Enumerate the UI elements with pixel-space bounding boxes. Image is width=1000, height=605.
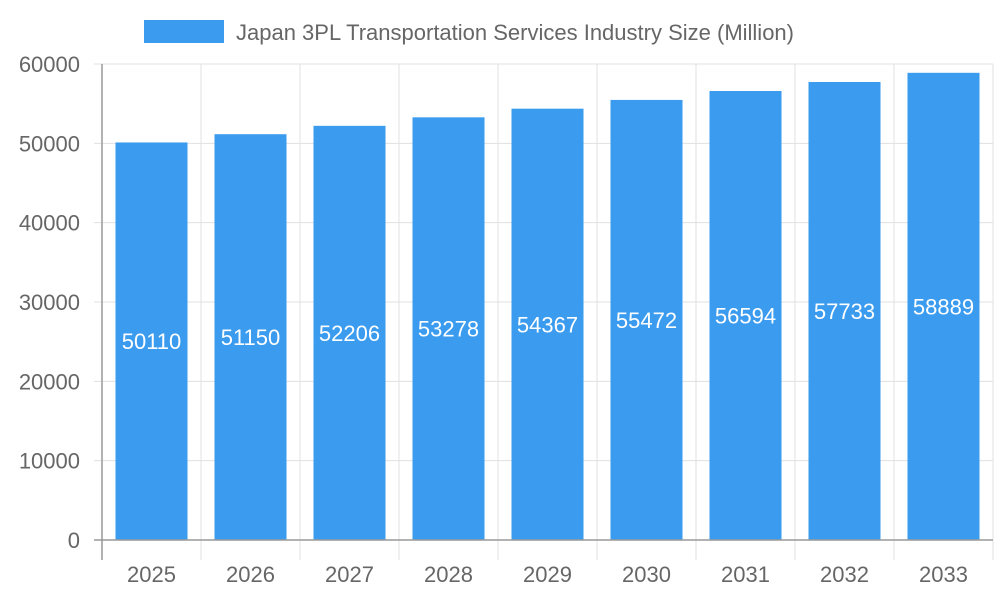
x-tick-label: 2025 — [127, 562, 176, 587]
data-label: 50110 — [122, 329, 182, 354]
data-label: 58889 — [913, 294, 974, 319]
bar — [115, 142, 188, 540]
x-tick-label: 2029 — [523, 562, 572, 587]
data-label: 53278 — [418, 317, 479, 342]
x-tick-label: 2028 — [424, 562, 473, 587]
bar — [709, 91, 782, 540]
y-tick-label: 50000 — [19, 131, 80, 156]
bar — [511, 108, 584, 540]
bar — [214, 134, 287, 540]
bar — [412, 117, 485, 540]
y-tick-label: 10000 — [19, 449, 80, 474]
bar — [313, 125, 386, 540]
y-tick-label: 20000 — [19, 369, 80, 394]
x-tick-label: 2030 — [622, 562, 671, 587]
axes: 0 10000 20000 30000 40000 50000 60000 2025 2026 2… — [19, 52, 993, 587]
bar — [907, 72, 980, 540]
data-label: 51150 — [221, 325, 281, 350]
data-label: 54367 — [517, 312, 578, 337]
x-tick-label: 2026 — [226, 562, 275, 587]
data-label: 52206 — [319, 321, 380, 346]
y-tick-label: 0 — [68, 528, 80, 553]
data-label: 57733 — [814, 299, 875, 324]
legend-label: Japan 3PL Transportation Services Indust… — [236, 20, 794, 45]
x-tick-label: 2033 — [919, 562, 968, 587]
bar — [610, 99, 683, 541]
y-tick-label: 40000 — [19, 211, 80, 236]
data-label: 55472 — [616, 308, 677, 333]
legend-swatch — [144, 20, 224, 43]
legend[interactable]: Japan 3PL Transportation Services Indust… — [144, 20, 794, 45]
bars: 50110 51150 52206 53278 54367 55472 56594 57733… — [115, 72, 980, 541]
x-tick-label: 2032 — [820, 562, 869, 587]
bar — [808, 81, 881, 540]
data-label: 56594 — [715, 304, 776, 329]
y-tick-label: 60000 — [19, 52, 80, 77]
x-tick-label: 2031 — [721, 562, 770, 587]
x-tick-label: 2027 — [325, 562, 374, 587]
y-tick-label: 30000 — [19, 290, 80, 315]
